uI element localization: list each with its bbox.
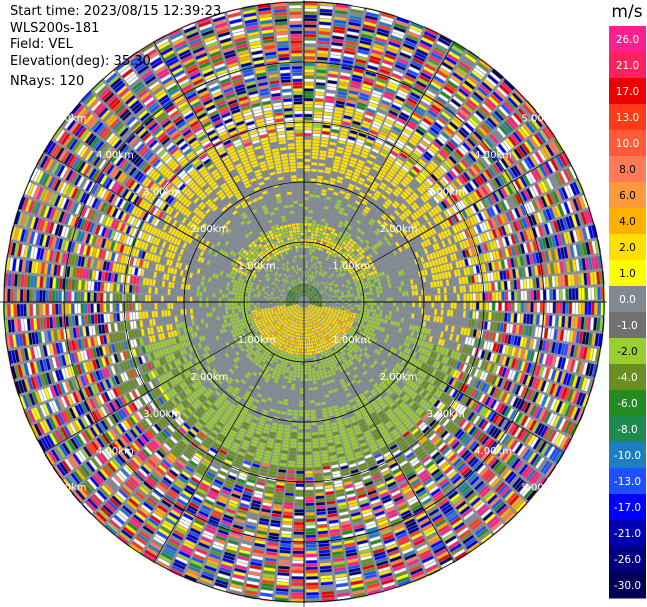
range-ring-label: 5.00km (49, 483, 87, 494)
range-ring-label: 3.00km (143, 409, 181, 420)
colorbar-tick-label: 4.0 (619, 216, 636, 228)
colorbar-swatch (609, 468, 646, 495)
colorbar-swatch (609, 156, 646, 183)
range-ring-label: 2.00km (380, 372, 418, 383)
colorbar-tick-label: 10.0 (616, 138, 639, 150)
colorbar-tick-label: -10.0 (614, 450, 641, 462)
colorbar-tick-label: 26.0 (616, 34, 639, 46)
colorbar-swatch (609, 78, 646, 105)
field-label: Field: VEL (10, 37, 221, 54)
range-ring-label: 5.00km (521, 113, 559, 124)
azimuth-spoke (355, 331, 565, 453)
colorbar-tick-label: -21.0 (614, 528, 641, 540)
colorbar-tick-label: -6.0 (617, 398, 638, 410)
colorbar-swatch (609, 390, 646, 417)
colorbar-unit: m/s (611, 2, 642, 22)
colorbar-swatch (609, 494, 646, 521)
colorbar-tick-label: 6.0 (619, 190, 636, 202)
range-ring-label: 1.00km (332, 261, 370, 272)
colorbar-tick-label: 8.0 (619, 164, 636, 176)
nrays-label: NRays: 120 (10, 74, 221, 91)
colorbar-tick-label: -8.0 (617, 424, 638, 436)
colorbar-tick-label: 1.0 (619, 268, 636, 280)
colorbar-tick-label: 2.0 (619, 242, 636, 254)
colorbar-swatch (609, 286, 646, 313)
colorbar-tick-label: 21.0 (616, 60, 639, 72)
colorbar-swatch (609, 546, 646, 573)
colorbar-tick-label: -2.0 (617, 346, 638, 358)
colorbar-swatch (609, 442, 646, 469)
colorbar-swatch (609, 520, 646, 547)
range-ring-label: 2.00km (190, 224, 228, 235)
colorbar-swatch (609, 572, 646, 599)
colorbar-swatch (609, 416, 646, 443)
range-ring-label: 1.00km (238, 335, 276, 346)
range-ring-label: 4.00km (96, 446, 134, 457)
colorbar-tick-label: -1.0 (617, 320, 638, 332)
colorbar-swatch (609, 312, 646, 339)
range-rings (0, 0, 607, 607)
range-ring-label: 5.00km (521, 483, 559, 494)
azimuth-spoke (43, 151, 253, 273)
colorbar-tick-label: 17.0 (616, 86, 639, 98)
start-time-label: Start time: 2023/08/15 12:39:23 (10, 4, 221, 21)
colorbar-swatch (609, 104, 646, 131)
range-ring-label: 4.00km (474, 446, 512, 457)
colorbar-swatch (609, 130, 646, 157)
range-ring-label: 4.00km (474, 150, 512, 161)
colorbar-swatch (609, 364, 646, 391)
azimuth-spoke (153, 41, 275, 251)
range-ring-label: 3.00km (427, 409, 465, 420)
colorbar-swatch (609, 26, 646, 53)
range-ring-label: 5.00km (49, 113, 87, 124)
azimuth-spoke (333, 353, 455, 563)
instrument-label: WLS200s-181 (10, 21, 221, 38)
colorbar-swatch (609, 234, 646, 261)
range-ring-label: 4.00km (96, 150, 134, 161)
range-ring-label: 3.00km (427, 187, 465, 198)
colorbar-tick-label: 0.0 (619, 294, 636, 306)
range-ring-labels: 1.00km 1.00km 1.00km 1.00km 2.00km 2.00km 2.00… (49, 113, 560, 493)
colorbar-tick-label: -30.0 (614, 580, 641, 592)
colorbar-swatch (609, 208, 646, 235)
colorbar-tick-label: -4.0 (617, 372, 638, 384)
azimuth-spoke (355, 151, 565, 273)
azimuth-spoke (333, 41, 455, 251)
range-ring-label: 1.00km (238, 261, 276, 272)
colorbar-swatch (609, 182, 646, 209)
azimuth-spoke (43, 331, 253, 453)
colorbar-swatch (609, 338, 646, 365)
colorbar-tick-label: -26.0 (614, 554, 641, 566)
colorbar-tick-label: 13.0 (616, 112, 639, 124)
range-ring-label: 3.00km (143, 187, 181, 198)
range-ring-label: 1.00km (332, 335, 370, 346)
elevation-label: Elevation(deg): 35.30 (10, 54, 221, 71)
azimuth-spoke (153, 353, 275, 563)
colorbar-tick-label: -13.0 (614, 476, 641, 488)
scan-metadata: Start time: 2023/08/15 12:39:23 WLS200s-… (10, 4, 221, 91)
colorbar-swatch (609, 52, 646, 79)
colorbar-swatch (609, 260, 646, 287)
range-ring-label: 2.00km (380, 224, 418, 235)
colorbar-tick-label: -17.0 (614, 502, 641, 514)
range-ring-label: 2.00km (190, 372, 228, 383)
